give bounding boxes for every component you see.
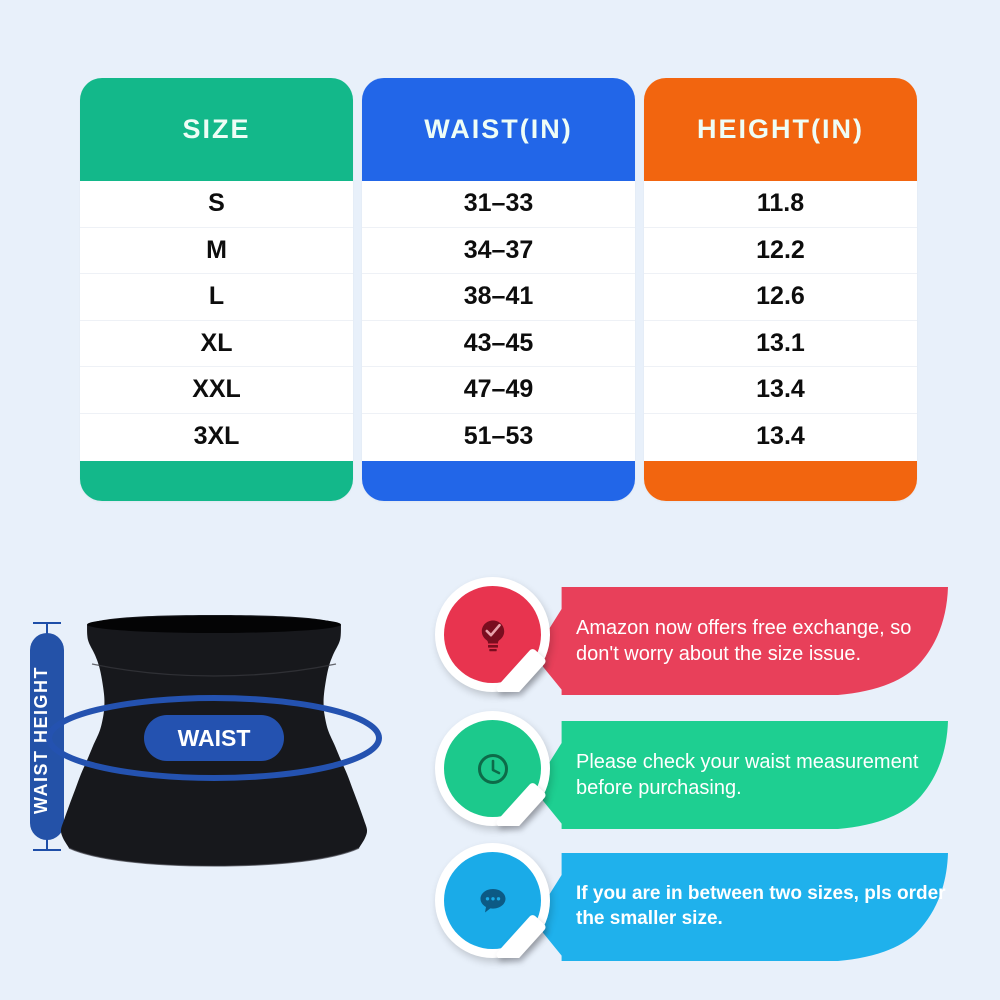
svg-text:WAIST: WAIST [178, 725, 251, 751]
